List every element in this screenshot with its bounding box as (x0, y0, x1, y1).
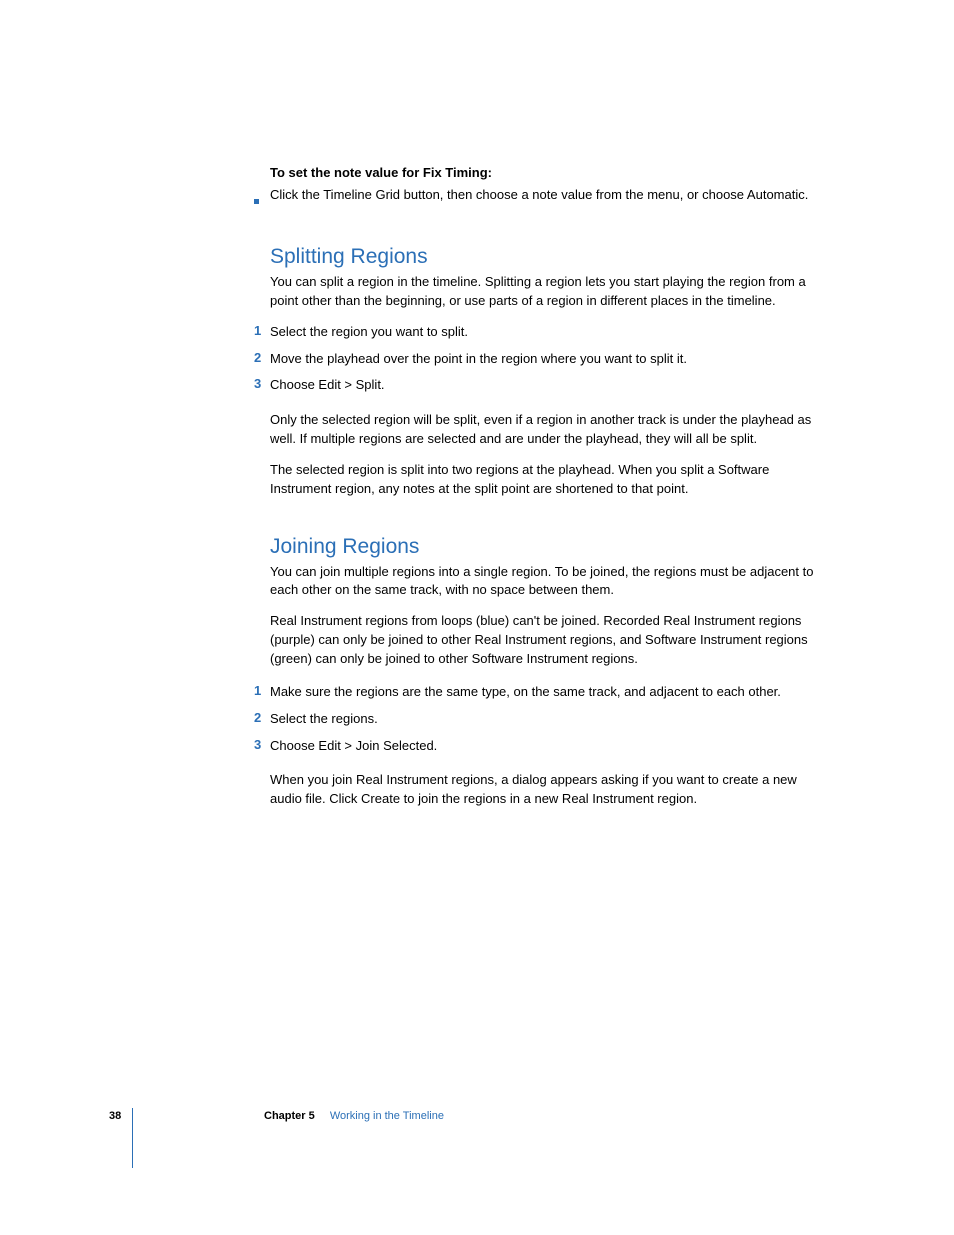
list-item: 2 Select the regions. (270, 710, 830, 729)
section2-para3: When you join Real Instrument regions, a… (270, 771, 830, 809)
section-heading-splitting: Splitting Regions (270, 245, 830, 269)
step-number: 3 (254, 376, 270, 391)
step-text: Make sure the regions are the same type,… (270, 683, 781, 702)
step-text: Move the playhead over the point in the … (270, 350, 687, 369)
footer-divider (132, 1108, 133, 1168)
step-text: Select the regions. (270, 710, 378, 729)
section1-para1: You can split a region in the timeline. … (270, 273, 830, 311)
list-item: 1 Select the region you want to split. (270, 323, 830, 342)
step-text: Select the region you want to split. (270, 323, 468, 342)
bullet-icon (254, 186, 270, 209)
section-heading-joining: Joining Regions (270, 535, 830, 559)
section1-para3: The selected region is split into two re… (270, 461, 830, 499)
intro-bullet-row: Click the Timeline Grid button, then cho… (270, 186, 830, 209)
chapter-info: Chapter 5 Working in the Timeline (264, 1110, 444, 1122)
step-number: 2 (254, 710, 270, 725)
list-item: 3 Choose Edit > Join Selected. (270, 737, 830, 756)
section2-para1: You can join multiple regions into a sin… (270, 563, 830, 601)
page-content: To set the note value for Fix Timing: Cl… (130, 0, 830, 1235)
step-text: Choose Edit > Split. (270, 376, 385, 395)
content-column: To set the note value for Fix Timing: Cl… (270, 165, 830, 809)
chapter-label: Chapter 5 (264, 1110, 315, 1122)
chapter-title: Working in the Timeline (330, 1110, 444, 1122)
step-number: 3 (254, 737, 270, 752)
section2-para2: Real Instrument regions from loops (blue… (270, 612, 830, 669)
intro-bullet-text: Click the Timeline Grid button, then cho… (270, 186, 808, 205)
list-item: 3 Choose Edit > Split. (270, 376, 830, 395)
step-number: 2 (254, 350, 270, 365)
step-text: Choose Edit > Join Selected. (270, 737, 437, 756)
page-number: 38 (109, 1110, 121, 1122)
step-number: 1 (254, 683, 270, 698)
list-item: 1 Make sure the regions are the same typ… (270, 683, 830, 702)
intro-heading: To set the note value for Fix Timing: (270, 165, 830, 180)
step-number: 1 (254, 323, 270, 338)
section1-para2: Only the selected region will be split, … (270, 411, 830, 449)
list-item: 2 Move the playhead over the point in th… (270, 350, 830, 369)
